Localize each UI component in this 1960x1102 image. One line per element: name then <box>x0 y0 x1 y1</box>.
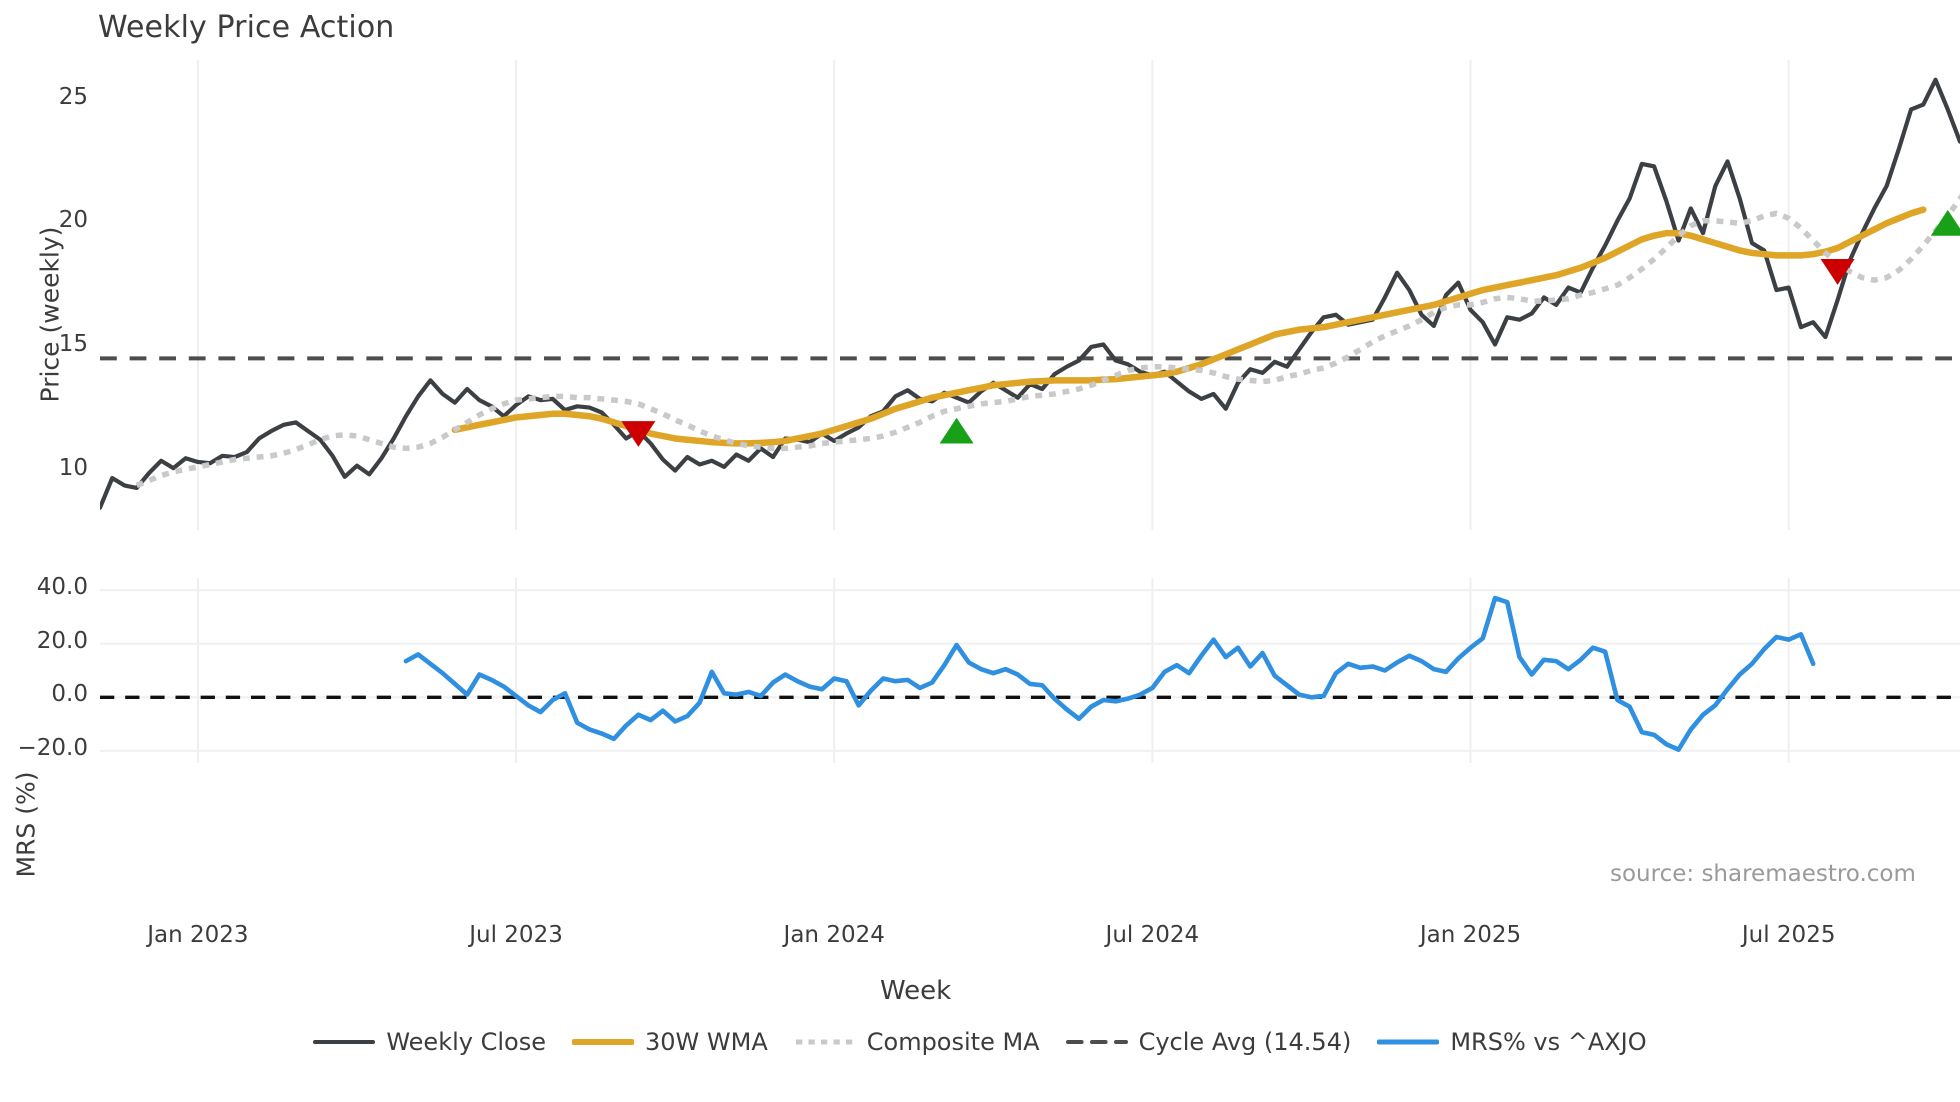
legend-item[interactable]: MRS% vs ^AXJO <box>1377 1028 1647 1056</box>
y-tick-label: 0.0 <box>51 681 88 708</box>
y-tick-label: −20.0 <box>17 734 88 761</box>
x-tick-label: Jul 2023 <box>469 922 563 948</box>
sell-marker-icon <box>1820 259 1855 285</box>
x-tick-label: Jul 2024 <box>1105 922 1200 948</box>
chart-legend: Weekly Close 30W WMA Composite MA Cycle Avg… <box>0 1028 1960 1056</box>
legend-item-label: Weekly Close <box>386 1028 546 1056</box>
legend-item[interactable]: 30W WMA <box>571 1028 768 1056</box>
legend-item[interactable]: Weekly Close <box>313 1028 546 1056</box>
legend-swatch-icon <box>313 1040 376 1044</box>
page-title: Weekly Price Action <box>98 10 395 45</box>
legend-swatch-icon <box>1065 1040 1128 1044</box>
source-watermark: source: sharemaestro.com <box>1610 861 1916 887</box>
y-tick-label: 40.0 <box>36 574 88 601</box>
sell-marker-icon <box>621 421 656 447</box>
legend-item[interactable]: Composite MA <box>794 1028 1040 1056</box>
y-tick-label: 15 <box>58 330 88 357</box>
legend-item-label: Cycle Avg (14.54) <box>1138 1028 1352 1056</box>
legend-swatch-icon <box>1377 1039 1440 1045</box>
legend-item[interactable]: Cycle Avg (14.54) <box>1065 1028 1352 1056</box>
legend-item-label: MRS% vs ^AXJO <box>1450 1028 1647 1056</box>
y-tick-label: 20.0 <box>36 627 88 654</box>
y-tick-label: 10 <box>58 454 88 481</box>
x-tick-label: Jan 2024 <box>783 922 885 948</box>
x-axis-label: Week <box>880 976 952 1006</box>
legend-item-label: Composite MA <box>866 1028 1040 1056</box>
x-tick-label: Jul 2025 <box>1741 922 1836 948</box>
x-tick-label: Jan 2023 <box>147 922 249 948</box>
legend-swatch-icon <box>571 1039 634 1045</box>
buy-marker-icon <box>1930 209 1960 236</box>
y-tick-label: 20 <box>58 207 88 234</box>
x-tick-label: Jan 2025 <box>1419 922 1522 948</box>
price-panel <box>100 60 1960 530</box>
legend-swatch-icon <box>795 1039 854 1045</box>
legend-item-label: 30W WMA <box>644 1028 768 1056</box>
y-tick-label: 25 <box>58 83 88 110</box>
mrs-panel <box>100 578 1960 763</box>
buy-marker-icon <box>939 417 974 444</box>
